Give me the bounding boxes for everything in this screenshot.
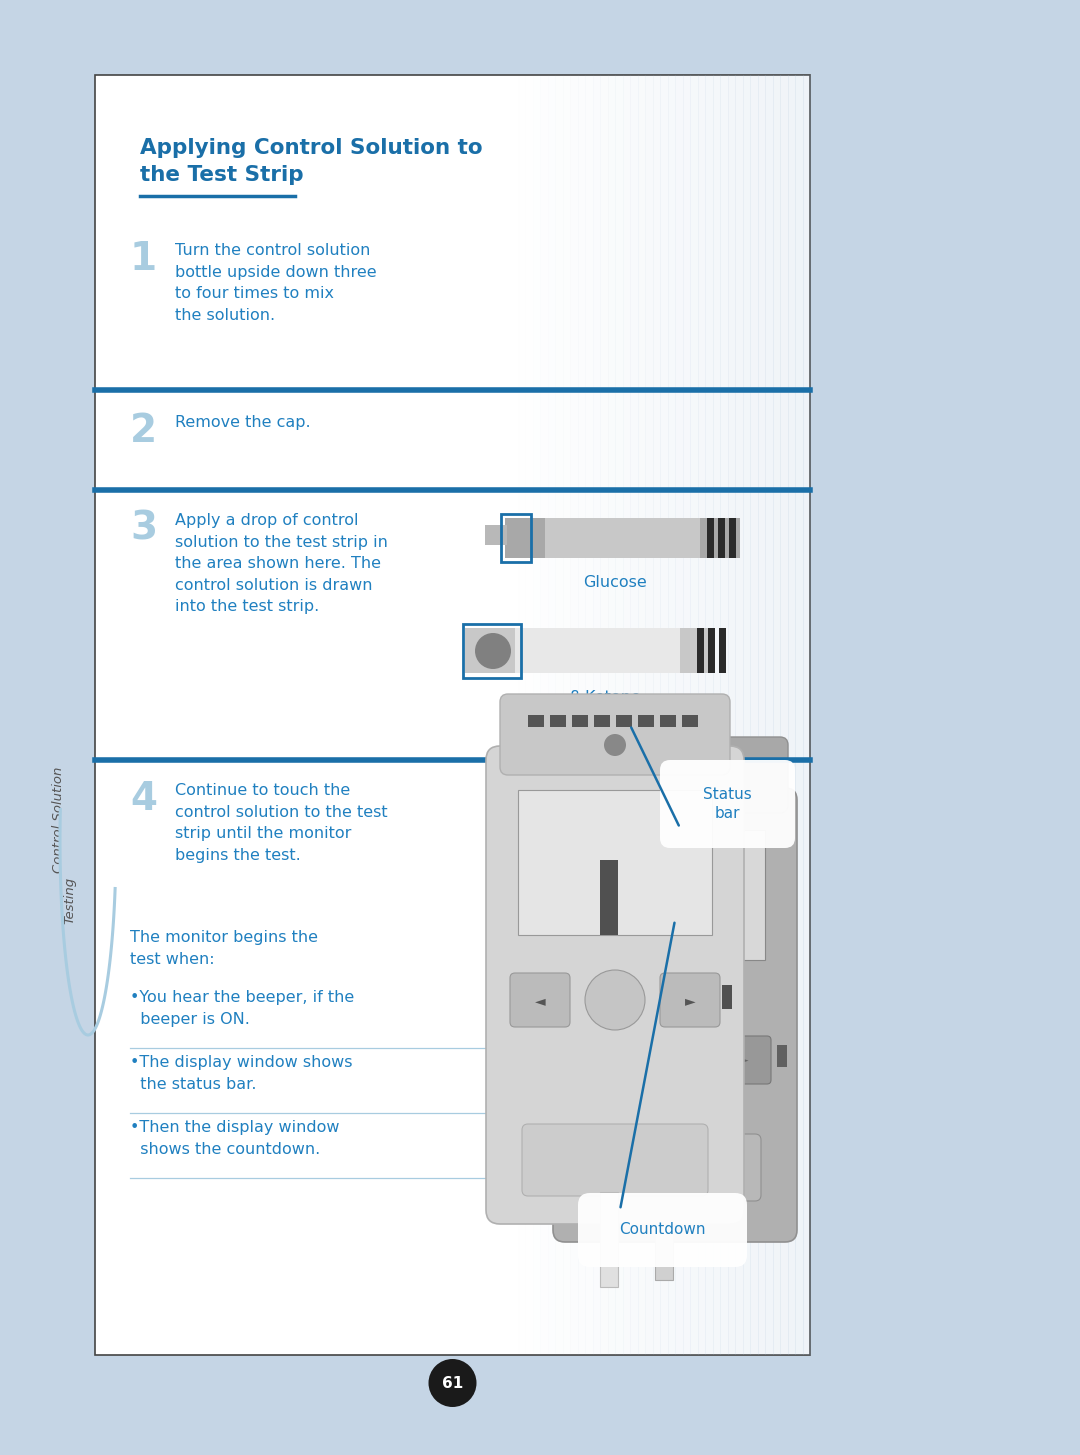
FancyBboxPatch shape bbox=[772, 76, 781, 1355]
Text: Applying Control Solution to: Applying Control Solution to bbox=[140, 138, 483, 159]
Text: ►: ► bbox=[685, 994, 696, 1008]
FancyBboxPatch shape bbox=[683, 76, 691, 1355]
Circle shape bbox=[585, 970, 645, 1030]
Text: Remove the cap.: Remove the cap. bbox=[175, 415, 311, 431]
FancyBboxPatch shape bbox=[795, 76, 804, 1355]
FancyBboxPatch shape bbox=[690, 76, 699, 1355]
FancyBboxPatch shape bbox=[660, 76, 669, 1355]
Text: The monitor begins the
test when:: The monitor begins the test when: bbox=[130, 930, 318, 966]
Text: •The display window shows
  the status bar.: •The display window shows the status bar… bbox=[130, 1055, 352, 1091]
FancyBboxPatch shape bbox=[718, 518, 725, 559]
FancyBboxPatch shape bbox=[719, 629, 726, 674]
FancyBboxPatch shape bbox=[485, 525, 507, 546]
FancyBboxPatch shape bbox=[486, 746, 744, 1224]
FancyBboxPatch shape bbox=[515, 629, 680, 674]
Text: Continue to touch the
control solution to the test
strip until the monitor
begin: Continue to touch the control solution t… bbox=[175, 783, 388, 863]
FancyBboxPatch shape bbox=[638, 714, 654, 728]
FancyBboxPatch shape bbox=[652, 76, 661, 1355]
Text: the Test Strip: the Test Strip bbox=[140, 164, 303, 185]
FancyBboxPatch shape bbox=[553, 789, 797, 1243]
Text: Glucose: Glucose bbox=[583, 575, 647, 589]
Text: Control Solution: Control Solution bbox=[52, 767, 65, 873]
Text: Testing: Testing bbox=[64, 876, 77, 924]
Circle shape bbox=[647, 1032, 703, 1088]
FancyBboxPatch shape bbox=[698, 76, 706, 1355]
FancyBboxPatch shape bbox=[707, 518, 714, 559]
FancyBboxPatch shape bbox=[765, 76, 773, 1355]
Text: β-Ketone: β-Ketone bbox=[569, 690, 640, 706]
FancyBboxPatch shape bbox=[743, 76, 751, 1355]
Circle shape bbox=[604, 733, 626, 757]
Text: :05: :05 bbox=[649, 896, 681, 914]
FancyBboxPatch shape bbox=[622, 76, 631, 1355]
FancyBboxPatch shape bbox=[681, 714, 698, 728]
FancyBboxPatch shape bbox=[630, 76, 638, 1355]
FancyBboxPatch shape bbox=[645, 76, 653, 1355]
FancyBboxPatch shape bbox=[757, 76, 766, 1355]
FancyBboxPatch shape bbox=[600, 76, 608, 1355]
FancyBboxPatch shape bbox=[579, 1036, 632, 1084]
FancyBboxPatch shape bbox=[720, 76, 729, 1355]
FancyBboxPatch shape bbox=[705, 76, 714, 1355]
FancyBboxPatch shape bbox=[660, 760, 795, 848]
FancyBboxPatch shape bbox=[616, 714, 632, 728]
FancyBboxPatch shape bbox=[600, 1192, 618, 1288]
FancyBboxPatch shape bbox=[729, 518, 735, 559]
FancyBboxPatch shape bbox=[787, 76, 796, 1355]
FancyBboxPatch shape bbox=[562, 738, 788, 813]
FancyBboxPatch shape bbox=[585, 829, 765, 960]
FancyBboxPatch shape bbox=[95, 76, 810, 1355]
FancyBboxPatch shape bbox=[802, 76, 811, 1355]
FancyBboxPatch shape bbox=[660, 714, 676, 728]
FancyBboxPatch shape bbox=[723, 985, 732, 1008]
FancyBboxPatch shape bbox=[505, 518, 740, 559]
Text: •Then the display window
  shows the countdown.: •Then the display window shows the count… bbox=[130, 1120, 339, 1157]
FancyBboxPatch shape bbox=[510, 973, 570, 1027]
Text: ◄: ◄ bbox=[600, 1055, 610, 1068]
FancyBboxPatch shape bbox=[465, 629, 715, 674]
Circle shape bbox=[429, 1359, 476, 1407]
FancyBboxPatch shape bbox=[780, 76, 788, 1355]
Text: Turn the control solution
bottle upside down three
to four times to mix
the solu: Turn the control solution bottle upside … bbox=[175, 243, 377, 323]
FancyBboxPatch shape bbox=[660, 973, 720, 1027]
FancyBboxPatch shape bbox=[735, 76, 743, 1355]
Circle shape bbox=[475, 633, 511, 669]
FancyBboxPatch shape bbox=[594, 714, 610, 728]
FancyBboxPatch shape bbox=[728, 76, 735, 1355]
FancyBboxPatch shape bbox=[550, 714, 566, 728]
FancyBboxPatch shape bbox=[637, 76, 646, 1355]
FancyBboxPatch shape bbox=[500, 694, 730, 776]
FancyBboxPatch shape bbox=[713, 76, 721, 1355]
Text: 2: 2 bbox=[130, 412, 157, 450]
FancyBboxPatch shape bbox=[654, 970, 673, 1030]
Text: 4: 4 bbox=[130, 780, 157, 818]
Text: 3: 3 bbox=[130, 511, 157, 549]
Text: 1: 1 bbox=[130, 240, 157, 278]
FancyBboxPatch shape bbox=[697, 629, 704, 674]
Text: Countdown: Countdown bbox=[619, 1222, 705, 1238]
FancyBboxPatch shape bbox=[777, 1045, 787, 1067]
FancyBboxPatch shape bbox=[718, 1036, 771, 1084]
FancyBboxPatch shape bbox=[675, 76, 684, 1355]
FancyBboxPatch shape bbox=[750, 76, 758, 1355]
Text: ◄: ◄ bbox=[535, 994, 545, 1008]
Text: ►: ► bbox=[739, 1055, 748, 1068]
Text: Status
bar: Status bar bbox=[703, 787, 752, 822]
FancyBboxPatch shape bbox=[589, 1133, 761, 1200]
FancyBboxPatch shape bbox=[708, 629, 715, 674]
FancyBboxPatch shape bbox=[545, 518, 700, 559]
FancyBboxPatch shape bbox=[572, 714, 588, 728]
Text: Apply a drop of control
solution to the test strip in
the area shown here. The
c: Apply a drop of control solution to the … bbox=[175, 514, 388, 614]
FancyBboxPatch shape bbox=[607, 76, 616, 1355]
Text: •You hear the beeper, if the
  beeper is ON.: •You hear the beeper, if the beeper is O… bbox=[130, 989, 354, 1027]
FancyBboxPatch shape bbox=[528, 714, 544, 728]
FancyBboxPatch shape bbox=[522, 1125, 708, 1196]
FancyBboxPatch shape bbox=[600, 860, 618, 936]
FancyBboxPatch shape bbox=[654, 1200, 673, 1280]
FancyBboxPatch shape bbox=[667, 76, 676, 1355]
Text: 61: 61 bbox=[442, 1375, 463, 1391]
FancyBboxPatch shape bbox=[615, 76, 623, 1355]
FancyBboxPatch shape bbox=[518, 790, 712, 936]
FancyBboxPatch shape bbox=[578, 1193, 747, 1267]
